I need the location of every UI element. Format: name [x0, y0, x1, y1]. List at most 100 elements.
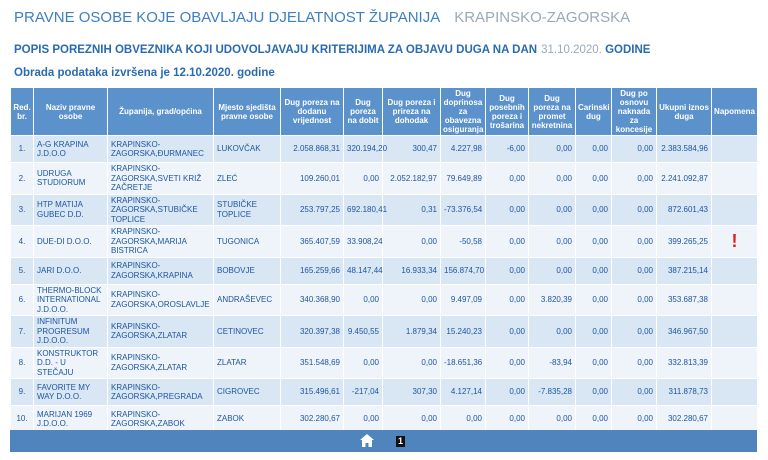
table-cell: ZLATAR [213, 346, 281, 379]
table-cell: 8. [10, 346, 34, 379]
page-number[interactable]: 1 [396, 436, 405, 447]
table-cell: 0,00 [575, 256, 612, 285]
table-cell: KRAPINSKO-ZAGORSKA,SVETI KRIŽ ZAČRETJE [107, 162, 214, 195]
table-cell: 0,00 [382, 405, 441, 433]
table-cell: 0,00 [528, 225, 576, 258]
table-cell: -217,04 [343, 378, 383, 406]
table-cell: 0,00 [382, 225, 441, 258]
table-cell: 9.497,09 [440, 283, 486, 316]
table-row: 3. HTP MATIJA GUBEC D.D. KRAPINSKO-ZAGORSK… [10, 193, 758, 226]
table-cell: -50,58 [440, 225, 486, 258]
subtitle-suffix: GODINE [605, 44, 651, 56]
date: 31.10.2020. [541, 44, 602, 56]
column-header: Dug doprinosa za obavezna osiguranja [440, 87, 486, 136]
column-header: Dug poreza na dobit [343, 87, 383, 136]
column-header: Naziv pravne osobe [33, 87, 108, 136]
table-cell: 353.687,38 [656, 283, 712, 316]
table-cell: 0,00 [382, 346, 441, 379]
table-cell: 2.058.868,31 [280, 135, 344, 163]
table-cell: 346.967,50 [656, 315, 712, 348]
table-cell: 0,00 [485, 283, 529, 316]
table-cell: ZABOK [213, 405, 281, 433]
table-cell: 0,00 [485, 378, 529, 406]
table-cell: 0,00 [611, 283, 657, 316]
column-header: Dug po osnovu naknada za koncesije [611, 87, 657, 136]
table-cell: 0,00 [343, 346, 383, 379]
table-cell: STUBIČKE TOPLICE [213, 193, 281, 226]
column-header: Dug posebnih poreza i trošarina [485, 87, 529, 136]
table-cell: HTP MATIJA GUBEC D.D. [33, 193, 108, 226]
table-cell: 1.879,34 [382, 315, 441, 348]
table-cell: 365.407,59 [280, 225, 344, 258]
column-header: Dug poreza i prireza na dohodak [382, 87, 441, 136]
table-cell: -18.651,36 [440, 346, 486, 379]
table-cell: 300,47 [382, 135, 441, 163]
table-cell: 0,00 [575, 378, 612, 406]
table-cell: 311.878,73 [656, 378, 712, 406]
note-cell [711, 378, 758, 406]
table-cell: 33.908,24 [343, 225, 383, 258]
table-cell: TUGONICA [213, 225, 281, 258]
table-cell: KONSTRUKTOR D.D. - U STEČAJU [33, 346, 108, 379]
table-cell: 315.496,61 [280, 378, 344, 406]
header-row: Red. br. Naziv pravne osobe Županija, grad… [10, 87, 758, 136]
title: PRAVNE OSOBE KOJE OBAVLJAJU DJELATNOST Ž… [14, 9, 441, 26]
note-cell [711, 315, 758, 348]
table-cell: 0,00 [485, 405, 529, 433]
table-cell: 387.215,14 [656, 256, 712, 285]
table-cell: 0,00 [575, 135, 612, 163]
table-cell: 0,00 [485, 315, 529, 348]
table-cell: 399.265,25 [656, 225, 712, 258]
table-cell: 2. [10, 162, 34, 195]
table-cell: 0,00 [575, 225, 612, 258]
table-cell: 0,00 [528, 405, 576, 433]
table-cell: CETINOVEC [213, 315, 281, 348]
table-body: 1. A-G KRAPINA J.D.O.O KRAPINSKO-ZAGORSKA,… [10, 135, 758, 433]
table-cell: 332.813,39 [656, 346, 712, 379]
table-cell: 307,30 [382, 378, 441, 406]
table-cell: KRAPINSKO-ZAGORSKA,ZLATAR [107, 315, 214, 348]
table-cell: LUKOVČAK [213, 135, 281, 163]
table-cell: 48.147,44 [343, 256, 383, 285]
table-cell: 0,00 [343, 162, 383, 195]
table-cell: KRAPINSKO-ZAGORSKA,PREGRADA [107, 378, 214, 406]
debt-table: Red. br. Naziv pravne osobe Županija, grad… [10, 87, 758, 433]
table-row: 8. KONSTRUKTOR D.D. - U STEČAJU KRAPINSKO-… [10, 346, 758, 379]
table-cell: 0,00 [485, 346, 529, 379]
column-header: Ukupni iznos duga [656, 87, 712, 136]
note-cell [711, 135, 758, 163]
table-cell: 351.548,69 [280, 346, 344, 379]
column-header: Dug poreza na promet nekretnina [528, 87, 576, 136]
note-cell [711, 405, 758, 433]
table-cell: 6. [10, 283, 34, 316]
home-button[interactable] [360, 434, 374, 447]
column-header: Carinski dug [575, 87, 612, 136]
note-cell [711, 346, 758, 379]
table-row: 9. FAVORITE MY WAY D.O.O. KRAPINSKO-ZAGORS… [10, 378, 758, 406]
table-cell: 2.383.584,96 [656, 135, 712, 163]
table-row: 10. MARIJAN 1969 J.D.O.O. KRAPINSKO-ZAGORS… [10, 405, 758, 433]
table-cell: MARIJAN 1969 J.D.O.O. [33, 405, 108, 433]
table-cell: UDRUGA STUDIORUM [33, 162, 108, 195]
table-cell: 0,00 [611, 256, 657, 285]
table-cell: JARI D.O.O. [33, 256, 108, 285]
table-cell: 16.933,34 [382, 256, 441, 285]
table-row: 1. A-G KRAPINA J.D.O.O KRAPINSKO-ZAGORSKA,… [10, 135, 758, 163]
table-cell: 0,00 [611, 162, 657, 195]
table-cell: 0,00 [528, 256, 576, 285]
table-cell: 0,00 [485, 225, 529, 258]
table-cell: 302.280,67 [280, 405, 344, 433]
table-cell: 109.260,01 [280, 162, 344, 195]
table-cell: KRAPINSKO-ZAGORSKA,KRAPINA [107, 256, 214, 285]
table-cell: 0,00 [575, 162, 612, 195]
subtitle: POPIS POREZNIH OBVEZNIKA KOJI UDOVOLJAVA… [14, 44, 538, 56]
table-cell: 0,00 [611, 346, 657, 379]
table-cell: 872.601,43 [656, 193, 712, 226]
table-cell: KRAPINSKO-ZAGORSKA,STUBIČKE TOPLICE [107, 193, 214, 226]
table-row: 4. DUE-DI D.O.O. KRAPINSKO-ZAGORSKA,MARIJA… [10, 225, 758, 258]
title-line: PRAVNE OSOBE KOJE OBAVLJAJU DJELATNOST Ž… [14, 9, 630, 26]
table-cell: KRAPINSKO-ZAGORSKA,ZABOK [107, 405, 214, 433]
table-cell: A-G KRAPINA J.D.O.O [33, 135, 108, 163]
table-cell: 320.397,38 [280, 315, 344, 348]
table-cell: 0,00 [440, 405, 486, 433]
